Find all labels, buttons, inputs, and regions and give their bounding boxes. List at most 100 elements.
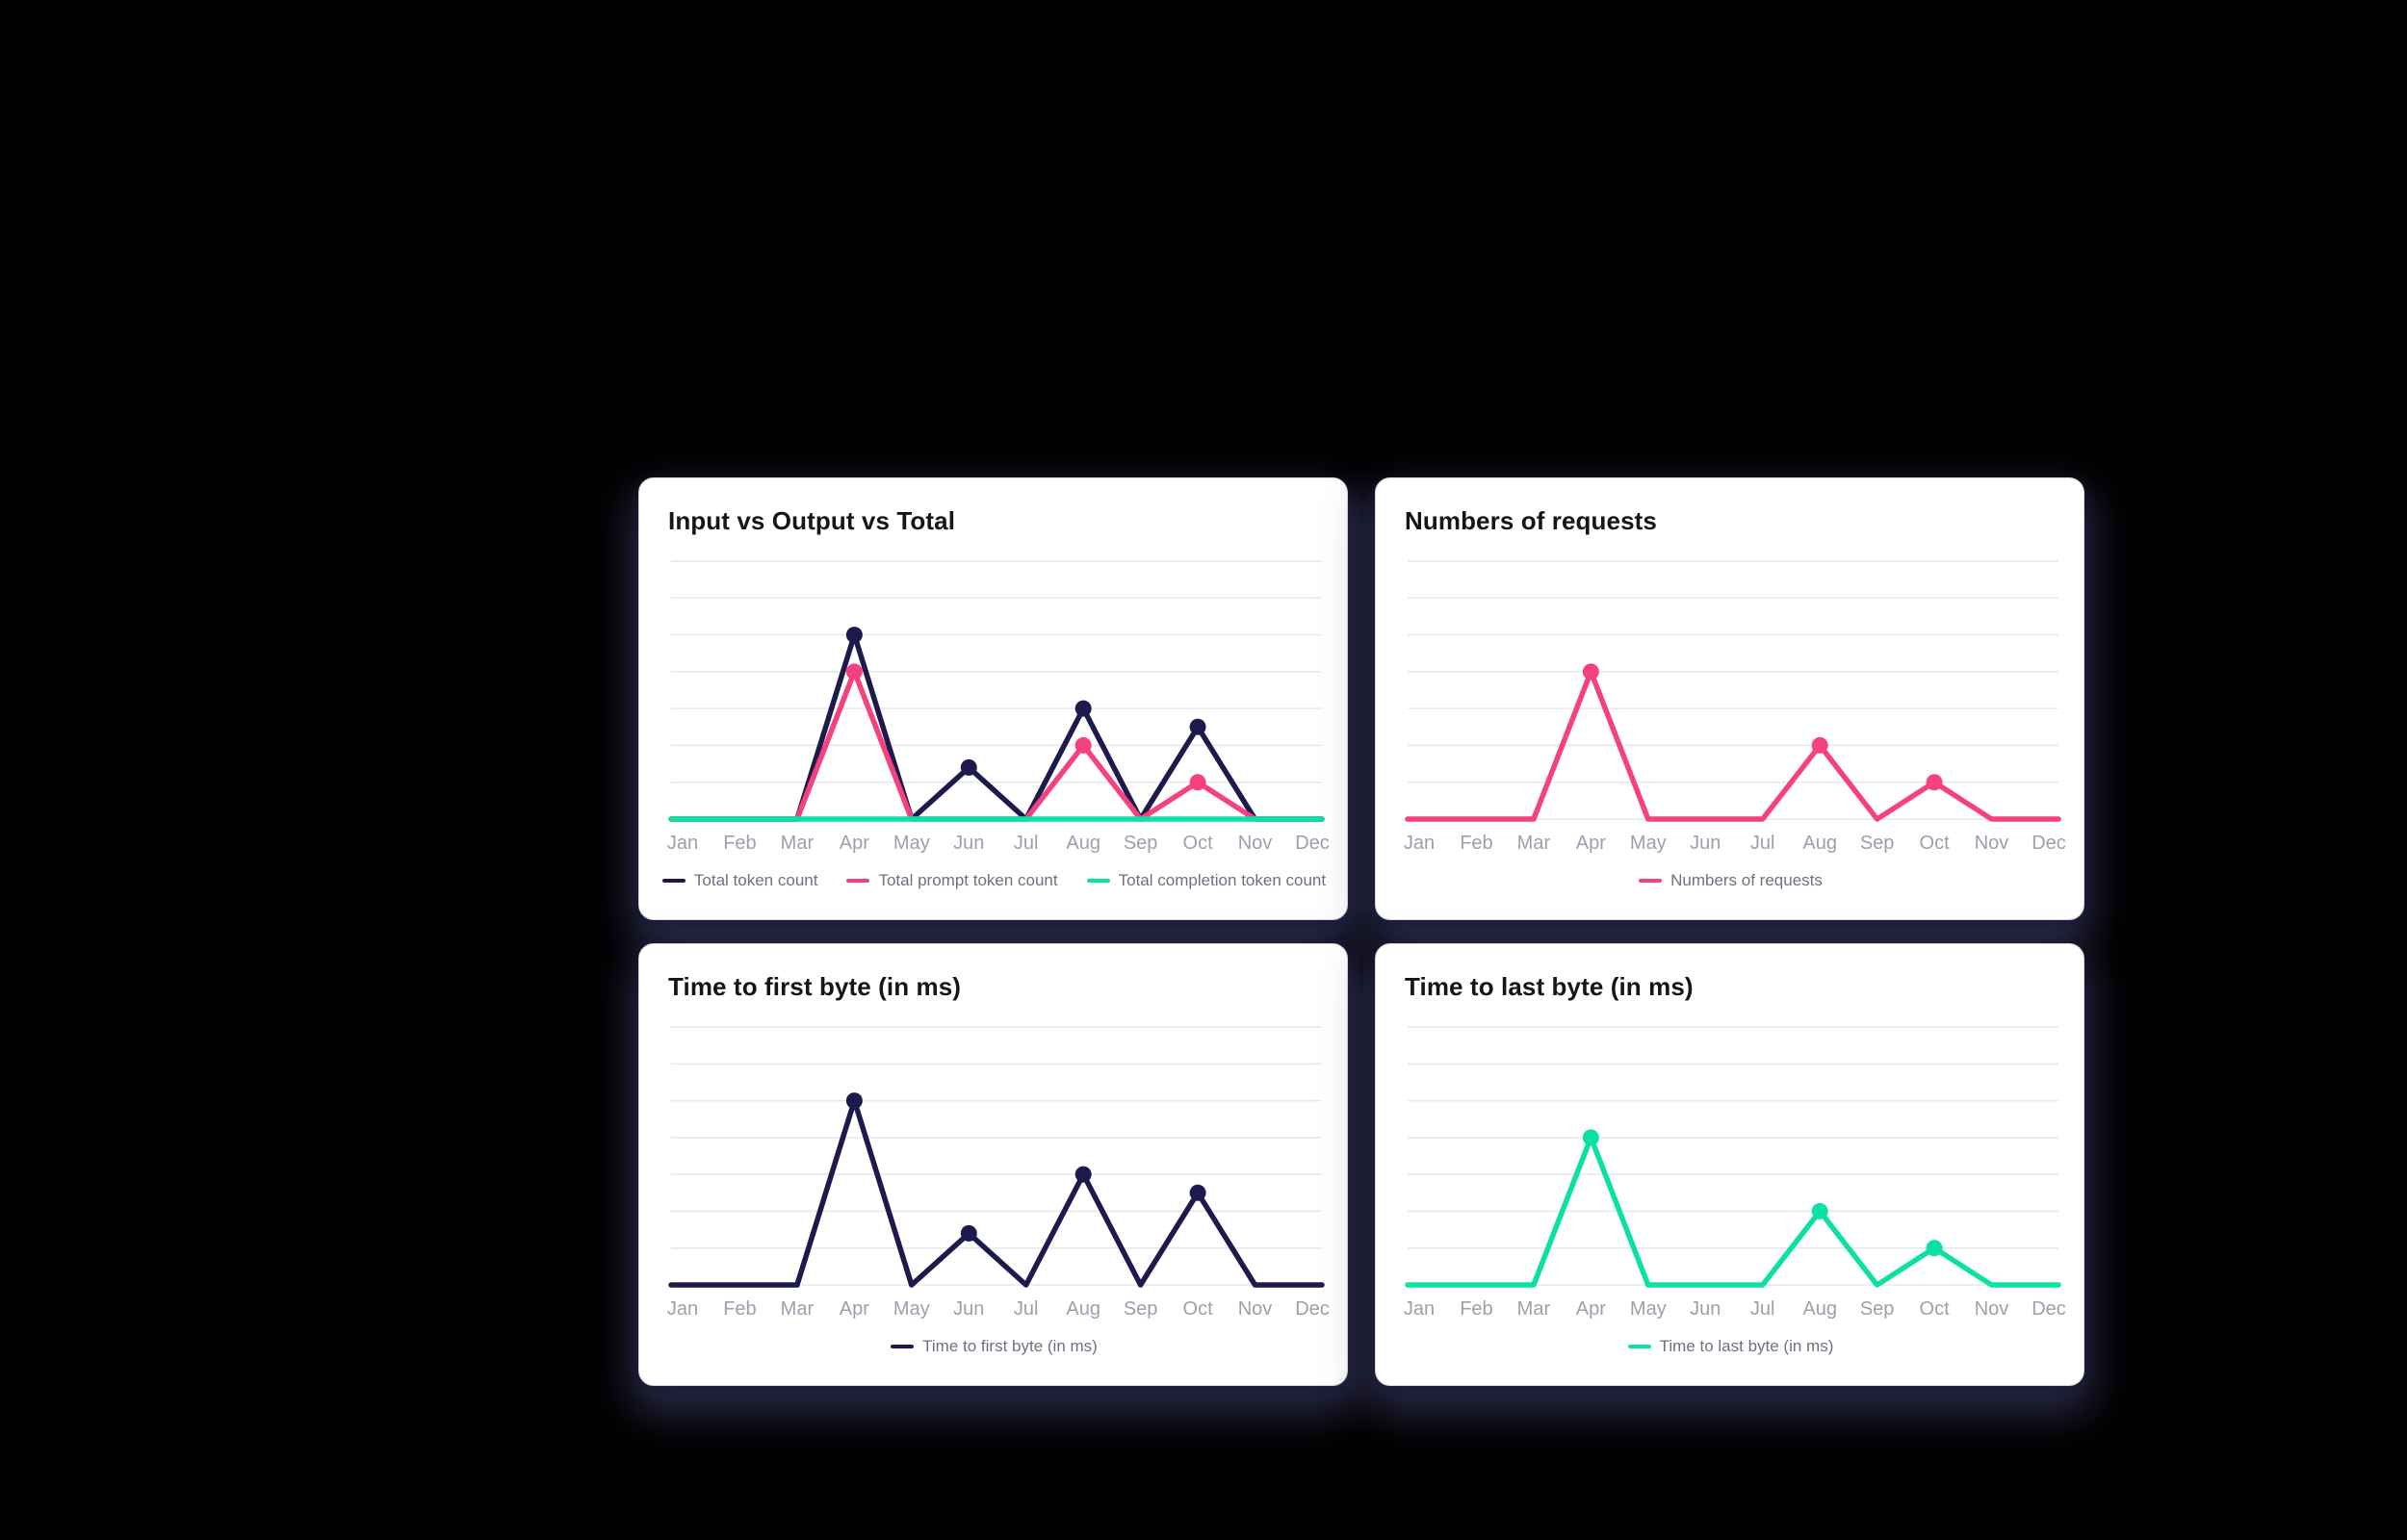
- line-chart: [1405, 560, 2061, 822]
- chart-title: Time to first byte (in ms): [668, 972, 962, 1001]
- x-axis: Jan Feb Mar Apr May Jun Jul Aug Sep Oct Nov Dec: [667, 1298, 1330, 1322]
- x-axis-label: Jan: [666, 833, 699, 854]
- legend-swatch-icon: [1627, 1345, 1651, 1348]
- x-axis-label: Jun: [1690, 1298, 1721, 1320]
- chart-title: Numbers of requests: [1405, 506, 1657, 535]
- x-axis-label: Aug: [1066, 833, 1100, 854]
- data-point-dot: [1074, 736, 1092, 754]
- line-chart: [668, 1026, 1325, 1288]
- data-point-dot: [960, 758, 977, 776]
- chart-card-time-to-last-byte: Time to last byte (in ms) Jan Feb Mar Apr Ma…: [1375, 943, 2084, 1386]
- x-axis-label: Jul: [1749, 1298, 1775, 1320]
- legend-label: Total completion token count: [1118, 871, 1327, 889]
- legend-label: Total prompt token count: [878, 871, 1058, 889]
- x-axis-label: Oct: [1919, 1298, 1950, 1320]
- x-axis-label: Dec: [2032, 833, 2066, 854]
- x-axis-label: Jun: [953, 833, 985, 854]
- x-axis-label: Nov: [1237, 1298, 1273, 1320]
- series-line: [1405, 669, 2061, 822]
- data-point-dot: [1811, 1202, 1828, 1219]
- legend-label: Time to last byte (in ms): [1659, 1337, 1834, 1355]
- legend-swatch-icon: [1639, 879, 1663, 883]
- chart-card-numbers-of-requests: Numbers of requests Jan Feb Mar Apr May Jun Ju…: [1375, 477, 2084, 920]
- x-axis-label: Apr: [1575, 833, 1606, 854]
- chart-card-time-to-first-byte: Time to first byte (in ms) Jan Feb Mar Apr M…: [638, 943, 1348, 1386]
- x-axis-label: Mar: [1516, 1298, 1551, 1320]
- x-axis-label: May: [893, 1298, 930, 1320]
- x-axis-label: Jun: [953, 1298, 985, 1320]
- x-axis-label: Jun: [1690, 833, 1721, 854]
- x-axis-label: Mar: [780, 833, 815, 854]
- legend-item[interactable]: Numbers of requests: [1639, 871, 1823, 890]
- legend-item[interactable]: Total completion token count: [1086, 871, 1327, 890]
- x-axis-label: Mar: [1516, 833, 1551, 854]
- chart-legend: Total token count Total prompt token coun…: [661, 871, 1326, 890]
- x-axis-label: Feb: [723, 1298, 757, 1320]
- x-axis-label: May: [893, 833, 930, 854]
- legend-label: Numbers of requests: [1670, 871, 1823, 889]
- x-axis-label: Jan: [1403, 833, 1436, 854]
- x-axis-label: Feb: [723, 833, 757, 854]
- data-point-dot: [960, 1224, 977, 1242]
- series-line: [668, 631, 1325, 822]
- legend-swatch-icon: [1086, 879, 1110, 883]
- x-axis-label: May: [1629, 1298, 1667, 1320]
- chart-legend: Time to last byte (in ms): [1405, 1337, 2057, 1356]
- data-point-dot: [1074, 1166, 1092, 1183]
- x-axis-label: Sep: [1859, 833, 1895, 854]
- chart-legend: Numbers of requests: [1405, 871, 2057, 890]
- x-axis-label: Feb: [1460, 1298, 1493, 1320]
- series-line: [668, 1097, 1325, 1288]
- x-axis-label: Jan: [666, 1298, 699, 1320]
- legend-swatch-icon: [891, 1345, 915, 1348]
- data-point-dot: [1582, 663, 1599, 680]
- x-axis-label: Jul: [1013, 833, 1039, 854]
- x-axis-label: Oct: [1182, 833, 1213, 854]
- x-axis-label: Aug: [1802, 833, 1837, 854]
- data-point-dot: [1926, 774, 1943, 791]
- x-axis-label: Aug: [1066, 1298, 1100, 1320]
- x-axis-label: Apr: [1575, 1298, 1606, 1320]
- x-axis: Jan Feb Mar Apr May Jun Jul Aug Sep Oct Nov Dec: [1404, 833, 2066, 856]
- data-point-dot: [845, 663, 863, 680]
- data-point-dot: [1189, 1184, 1206, 1201]
- legend-item[interactable]: Time to last byte (in ms): [1627, 1337, 1834, 1356]
- x-axis: Jan Feb Mar Apr May Jun Jul Aug Sep Oct Nov Dec: [1404, 1298, 2066, 1322]
- legend-item[interactable]: Total prompt token count: [846, 871, 1058, 890]
- legend-swatch-icon: [661, 879, 686, 883]
- data-point-dot: [1189, 774, 1206, 791]
- legend-label: Total token count: [693, 871, 818, 889]
- x-axis-label: Dec: [1295, 833, 1330, 854]
- charts-dashboard-grid: Input vs Output vs Total Jan Feb Mar Apr May…: [638, 477, 2084, 1386]
- chart-legend: Time to first byte (in ms): [668, 1337, 1320, 1356]
- x-axis-label: Oct: [1182, 1298, 1213, 1320]
- x-axis-label: Feb: [1460, 833, 1493, 854]
- x-axis-label: Jul: [1013, 1298, 1039, 1320]
- chart-card-input-output-total: Input vs Output vs Total Jan Feb Mar Apr May…: [638, 477, 1348, 920]
- line-chart: [1405, 1026, 2061, 1288]
- data-point-dot: [1926, 1240, 1943, 1257]
- series-line: [1405, 1135, 2061, 1288]
- x-axis-label: Jul: [1749, 833, 1775, 854]
- x-axis-label: May: [1629, 833, 1667, 854]
- x-axis: Jan Feb Mar Apr May Jun Jul Aug Sep Oct Nov Dec: [667, 833, 1330, 856]
- x-axis-label: Nov: [1237, 833, 1273, 854]
- x-axis-label: Mar: [780, 1298, 815, 1320]
- data-point-dot: [1582, 1129, 1599, 1146]
- chart-title: Input vs Output vs Total: [668, 506, 956, 535]
- legend-item[interactable]: Time to first byte (in ms): [891, 1337, 1098, 1356]
- data-point-dot: [845, 627, 863, 644]
- x-axis-label: Sep: [1859, 1298, 1895, 1320]
- legend-swatch-icon: [846, 879, 870, 883]
- x-axis-label: Apr: [839, 833, 869, 854]
- legend-label: Time to first byte (in ms): [922, 1337, 1098, 1355]
- data-point-dot: [1811, 736, 1828, 754]
- x-axis-label: Dec: [2032, 1298, 2066, 1320]
- data-point-dot: [1074, 700, 1092, 717]
- chart-title: Time to last byte (in ms): [1405, 972, 1694, 1001]
- x-axis-label: Apr: [839, 1298, 869, 1320]
- legend-item[interactable]: Total token count: [661, 871, 818, 890]
- x-axis-label: Aug: [1802, 1298, 1837, 1320]
- data-point-dot: [1189, 718, 1206, 735]
